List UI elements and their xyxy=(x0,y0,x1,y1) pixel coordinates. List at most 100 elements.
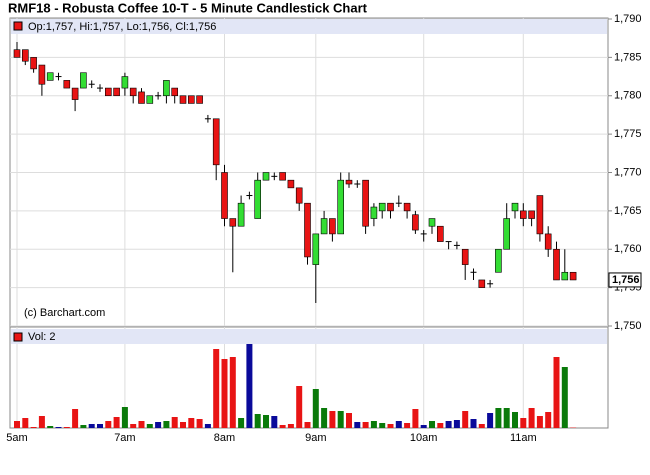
candle-body xyxy=(479,280,485,288)
candle-body xyxy=(139,92,145,104)
volume-bar xyxy=(313,389,319,428)
volume-bar xyxy=(205,424,211,428)
volume-bar xyxy=(56,427,62,428)
volume-bar xyxy=(388,424,394,428)
candle-body xyxy=(172,88,178,96)
volume-bar xyxy=(338,411,344,428)
volume-bar xyxy=(321,408,327,428)
x-tick-label: 9am xyxy=(305,432,326,444)
candle-body xyxy=(305,203,311,257)
candle-body xyxy=(263,173,269,181)
candle-body xyxy=(80,73,86,88)
candle-body xyxy=(72,88,78,100)
volume-bar xyxy=(31,427,37,428)
candle-body xyxy=(280,173,286,181)
candle-body xyxy=(412,215,418,230)
y-tick-label: 1,790 xyxy=(614,13,642,25)
x-tick-label: 8am xyxy=(214,432,235,444)
candle-body xyxy=(31,57,37,69)
volume-bar xyxy=(238,418,244,428)
candle-body xyxy=(437,226,443,241)
candle-body xyxy=(130,88,136,96)
volume-bar xyxy=(130,424,136,428)
volume-bar xyxy=(213,349,219,428)
x-tick-label: 5am xyxy=(6,432,27,444)
volume-bar xyxy=(471,419,477,428)
legend-text: Vol: 2 xyxy=(28,331,56,343)
candle-body xyxy=(197,96,203,104)
candle-body xyxy=(504,219,510,250)
candle-body xyxy=(180,96,186,104)
volume-bar xyxy=(139,421,145,428)
volume-bar xyxy=(404,423,410,428)
candle-body xyxy=(255,180,261,218)
volume-bar xyxy=(72,409,78,428)
volume-bar xyxy=(371,421,377,428)
volume-bar xyxy=(280,425,286,428)
candle-body xyxy=(512,203,518,211)
volume-bar xyxy=(504,408,510,428)
candle-body xyxy=(545,234,551,249)
candle-body xyxy=(213,119,219,165)
volume-bar xyxy=(64,427,70,428)
y-tick-label: 1,760 xyxy=(614,243,642,255)
volume-bar xyxy=(163,421,169,428)
y-tick-label: 1,785 xyxy=(614,51,642,63)
volume-bar xyxy=(188,418,194,428)
candle-body xyxy=(188,96,194,104)
volume-bar xyxy=(562,367,568,428)
volume-bar xyxy=(222,359,228,428)
candle-body xyxy=(379,203,385,211)
candle-body xyxy=(537,196,543,234)
volume-bar xyxy=(437,423,443,428)
x-tick-label: 7am xyxy=(114,432,135,444)
annotation: (c) Barchart.com xyxy=(24,307,105,319)
candle-body xyxy=(529,211,535,219)
volume-bar xyxy=(363,422,369,428)
volume-bar xyxy=(396,421,402,428)
volume-bar xyxy=(22,418,28,428)
volume-bar xyxy=(512,412,518,428)
volume-bar xyxy=(346,413,352,428)
volume-bar xyxy=(39,416,45,428)
last-price-label: 1,756 xyxy=(612,274,640,286)
candle-body xyxy=(64,80,70,88)
candle-body xyxy=(238,203,244,226)
chart-title: RMF18 - Robusta Coffee 10-T - 5 Minute C… xyxy=(8,0,368,15)
candle-body xyxy=(296,188,302,203)
volume-bar xyxy=(147,424,153,428)
y-tick-label: 1,750 xyxy=(614,320,642,332)
volume-bar xyxy=(47,426,53,428)
volume-bar xyxy=(89,424,95,428)
volume-bar xyxy=(495,408,501,428)
candle-body xyxy=(313,234,319,265)
volume-bar xyxy=(545,412,551,428)
candle-body xyxy=(346,180,352,184)
volume-bar xyxy=(529,408,535,428)
volume-bar xyxy=(114,417,120,428)
volume-bar xyxy=(329,411,335,428)
volume-bar xyxy=(412,409,418,428)
candle-body xyxy=(288,180,294,188)
volume-bar xyxy=(271,416,277,428)
candle-body xyxy=(570,272,576,280)
legend-text: Op:1,757, Hi:1,757, Lo:1,756, Cl:1,756 xyxy=(28,21,216,33)
volume-bar xyxy=(263,415,269,428)
candle-body xyxy=(371,207,377,219)
volume-bar xyxy=(537,416,543,428)
y-tick-label: 1,765 xyxy=(614,205,642,217)
volume-bar xyxy=(454,420,460,428)
legend-band xyxy=(11,329,607,344)
candle-body xyxy=(321,219,327,234)
volume-bar xyxy=(487,413,493,428)
volume-bar xyxy=(180,422,186,428)
candle-body xyxy=(163,80,169,95)
volume-bar xyxy=(105,421,111,428)
volume-bar xyxy=(554,357,560,428)
volume-bar xyxy=(379,423,385,428)
candle-body xyxy=(222,173,228,219)
volume-bar xyxy=(155,422,161,428)
candle-body xyxy=(462,249,468,264)
candle-body xyxy=(22,50,28,62)
